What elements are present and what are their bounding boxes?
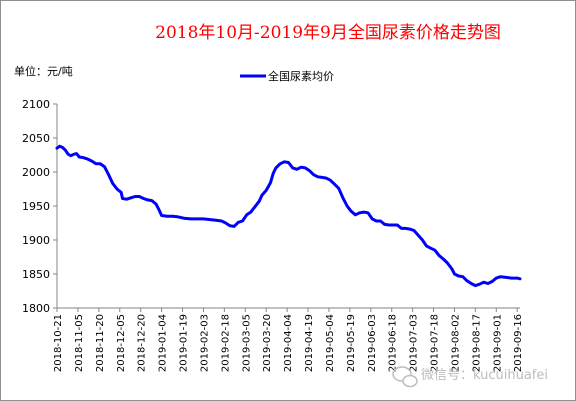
legend-label: 全国尿素均价	[268, 69, 334, 83]
y-tick-label: 2000	[22, 166, 50, 179]
x-tick-label: 2019-06-03	[367, 314, 378, 372]
x-tick-label: 2019-02-03	[199, 314, 210, 372]
legend: 全国尿素均价	[240, 69, 334, 83]
x-tick-label: 2019-03-20	[262, 314, 273, 372]
watermark: 微信号：kucuihuafei	[392, 366, 548, 388]
y-axis-ticks: 1800 1850 1900 1950 2000 2050 2100	[22, 98, 57, 315]
y-tick-label: 2050	[22, 132, 50, 145]
x-tick-label: 2018-11-20	[95, 314, 106, 372]
x-tick-label: 2019-06-18	[388, 314, 399, 372]
x-tick-label: 2019-01-19	[179, 314, 190, 372]
watermark-text: 微信号：kucuihuafei	[421, 368, 548, 383]
x-tick-label: 2019-05-19	[346, 314, 357, 372]
x-tick-label: 2019-04-19	[304, 314, 315, 372]
wechat-icon	[392, 366, 418, 388]
x-tick-label: 2019-04-04	[283, 314, 294, 372]
y-tick-label: 1850	[22, 268, 50, 281]
x-tick-label: 2018-12-20	[137, 314, 148, 372]
x-tick-label: 2018-10-21	[53, 314, 64, 372]
x-tick-label: 2019-09-16	[513, 314, 524, 372]
y-tick-label: 1800	[22, 302, 50, 315]
x-tick-label: 2019-08-17	[471, 314, 482, 372]
unit-label: 单位：元/吨	[14, 64, 73, 78]
series-line	[55, 144, 522, 288]
x-tick-label: 2019-07-03	[409, 314, 420, 372]
x-tick-label: 2018-11-05	[74, 314, 85, 372]
x-tick-label: 2019-08-02	[450, 314, 461, 372]
chart-title: 2018年10月-2019年9月全国尿素价格走势图	[155, 23, 501, 43]
x-axis-ticks: 2018-10-21 2018-11-05 2018-11-20 2018-12-05…	[53, 308, 524, 372]
y-tick-label: 1900	[22, 234, 50, 247]
x-tick-label: 2019-02-18	[220, 314, 231, 372]
x-tick-label: 2019-01-04	[158, 314, 169, 372]
x-tick-label: 2018-12-05	[116, 314, 127, 372]
axes	[56, 104, 520, 309]
y-tick-label: 1950	[22, 200, 50, 213]
series-layer	[55, 144, 522, 288]
x-tick-label: 2019-03-05	[241, 314, 252, 372]
x-tick-label: 2019-07-18	[430, 314, 441, 372]
x-tick-label: 2019-09-01	[492, 314, 503, 372]
x-tick-label: 2019-05-04	[325, 314, 336, 372]
y-tick-label: 2100	[22, 98, 50, 111]
